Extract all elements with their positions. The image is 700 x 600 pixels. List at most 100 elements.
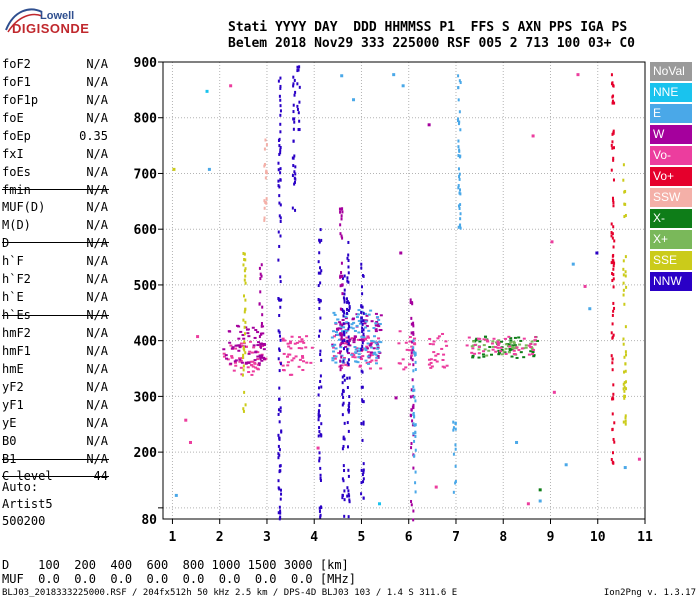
data-point-x- bbox=[497, 351, 501, 354]
legend-item-nne: NNE bbox=[650, 83, 692, 102]
data-point-e bbox=[370, 346, 374, 349]
data-point-vo- bbox=[430, 365, 434, 368]
data-point-vo- bbox=[441, 358, 445, 361]
data-point-vo- bbox=[294, 355, 298, 358]
data-point-e bbox=[334, 321, 338, 324]
data-point-e bbox=[367, 313, 371, 316]
data-point-vo- bbox=[435, 360, 439, 363]
data-point-vo- bbox=[428, 342, 432, 345]
y-tick-label: 800 bbox=[134, 112, 158, 127]
data-point-e bbox=[353, 346, 357, 349]
data-point-vo- bbox=[246, 366, 250, 369]
data-point-w bbox=[374, 324, 378, 327]
data-point-nnw bbox=[362, 480, 365, 484]
data-point-nnw bbox=[317, 393, 320, 397]
data-point-x- bbox=[491, 340, 495, 343]
data-point-vo- bbox=[254, 366, 258, 369]
data-point-e bbox=[332, 311, 336, 314]
data-point-w bbox=[260, 324, 263, 328]
data-point-vo- bbox=[282, 369, 286, 372]
data-point-nnw bbox=[361, 438, 364, 442]
data-point-vo- bbox=[473, 352, 477, 355]
data-point-nnw bbox=[279, 511, 282, 515]
data-point-w bbox=[339, 350, 343, 353]
data-point-nnw bbox=[279, 203, 282, 207]
data-point-vo- bbox=[256, 358, 260, 361]
data-point-vo- bbox=[613, 306, 616, 310]
data-point-sse bbox=[622, 267, 625, 271]
data-point-vo- bbox=[363, 338, 367, 341]
data-point-vo- bbox=[377, 337, 381, 340]
data-point-e bbox=[350, 353, 354, 356]
data-point-sse bbox=[622, 337, 625, 341]
data-point-nnw bbox=[293, 176, 296, 180]
data-point-vo- bbox=[611, 368, 614, 372]
data-point-e bbox=[571, 262, 575, 266]
data-point-nnw bbox=[279, 497, 282, 501]
data-point-nnw bbox=[317, 412, 320, 416]
data-point-vo- bbox=[467, 336, 471, 339]
x-tick-label: 11 bbox=[637, 530, 653, 545]
data-point-vo- bbox=[517, 349, 521, 352]
data-point-nnw bbox=[342, 435, 345, 439]
data-point-vo- bbox=[405, 348, 409, 351]
data-point-e bbox=[457, 117, 460, 121]
data-point-nnw bbox=[346, 486, 349, 490]
data-point-x- bbox=[504, 343, 508, 346]
data-point-nnw bbox=[279, 113, 282, 117]
data-point-e bbox=[332, 330, 336, 333]
data-point-e bbox=[360, 335, 364, 338]
data-point-x- bbox=[472, 340, 476, 343]
data-point-nnw bbox=[279, 167, 282, 171]
data-point-e bbox=[345, 321, 349, 324]
data-point-e bbox=[379, 341, 383, 344]
data-point-e bbox=[454, 464, 457, 468]
data-point-e bbox=[392, 73, 396, 77]
data-point-nnw bbox=[280, 298, 283, 302]
data-point-nnw bbox=[293, 78, 296, 82]
data-point-vo- bbox=[610, 168, 613, 172]
data-point-sse bbox=[625, 353, 628, 357]
data-point-nnw bbox=[293, 180, 296, 184]
data-point-x- bbox=[487, 349, 491, 352]
data-point-nnw bbox=[346, 376, 349, 380]
footer-file-info: BLJ03_2018333225000.RSF / 204fx512h 50 k… bbox=[2, 588, 458, 598]
data-point-x- bbox=[499, 340, 503, 343]
data-point-vo- bbox=[297, 365, 301, 368]
data-point-w bbox=[336, 328, 340, 331]
y-tick-label: 400 bbox=[134, 335, 158, 350]
data-point-vo- bbox=[612, 84, 615, 88]
data-point-nnw bbox=[361, 385, 364, 389]
data-point-nnw bbox=[278, 94, 281, 98]
data-point-nnw bbox=[346, 256, 349, 260]
data-point-ssw bbox=[263, 199, 266, 203]
data-point-w bbox=[410, 446, 413, 450]
data-point-x- bbox=[536, 339, 540, 342]
data-point-e bbox=[342, 326, 346, 329]
data-point-w bbox=[341, 236, 344, 240]
data-point-nnw bbox=[318, 414, 321, 418]
param-value-ye: N/A bbox=[86, 416, 108, 430]
data-point-e bbox=[335, 333, 339, 336]
data-point-e bbox=[457, 86, 460, 90]
data-point-w bbox=[259, 345, 262, 349]
data-point-sse bbox=[244, 258, 247, 262]
data-point-w bbox=[409, 301, 412, 305]
data-point-w bbox=[412, 331, 415, 335]
data-point-vo- bbox=[316, 446, 320, 450]
data-point-vo- bbox=[239, 366, 243, 369]
data-point-e bbox=[366, 355, 370, 358]
data-point-nnw bbox=[291, 174, 294, 178]
data-point-e bbox=[401, 84, 405, 88]
data-point-w bbox=[242, 337, 246, 340]
data-point-vo- bbox=[513, 353, 517, 356]
data-point-w bbox=[372, 347, 376, 350]
data-point-vo- bbox=[611, 101, 614, 105]
data-point-vo- bbox=[404, 366, 408, 369]
data-point-x- bbox=[507, 343, 511, 346]
distance-row: D 100 200 400 600 800 1000 1500 3000 [km… bbox=[2, 558, 349, 572]
data-point-w bbox=[374, 328, 378, 331]
x-tick-label: 5 bbox=[358, 530, 366, 545]
data-point-nnw bbox=[319, 281, 322, 285]
data-point-e bbox=[458, 79, 461, 83]
